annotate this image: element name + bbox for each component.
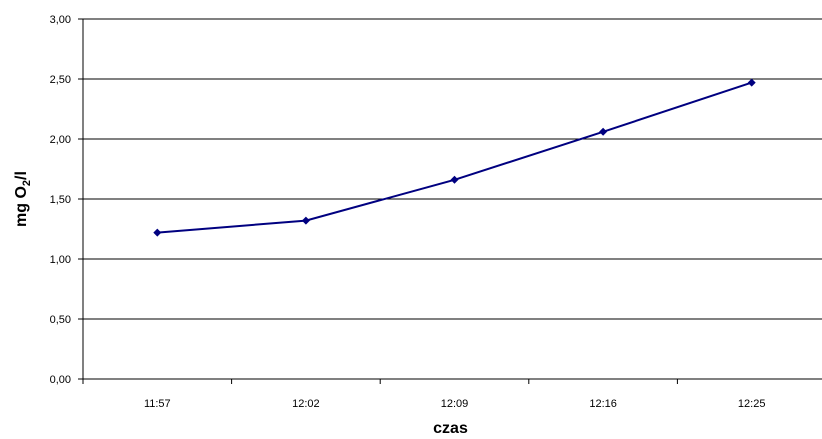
x-tick-label: 12:02 [292,398,320,410]
data-point-marker [599,127,608,136]
y-tick-label: 0,50 [50,314,71,326]
x-tick-label: 12:09 [441,398,469,410]
series-line [157,81,753,234]
y-tick-label: 0,00 [50,374,71,386]
y-tick-label: 2,00 [50,134,71,146]
data-point-marker [153,228,162,237]
y-tick-label: 3,00 [50,14,71,26]
series-layer [153,78,756,237]
data-point-marker [450,175,459,184]
x-tick-labels: 11:57 12:02 12:09 12:16 12:25 [144,398,766,410]
y-tick-label: 1,00 [50,254,71,266]
y-axis-title-subscript: 2 [21,180,33,186]
y-tick-labels: 0,00 0,50 1,00 1,50 2,00 2,50 3,00 [50,14,71,386]
data-point-marker [747,78,756,87]
y-axis-title-main: mg O [13,186,30,227]
x-tick-label: 12:25 [738,398,766,410]
y-tick-label: 2,50 [50,74,71,86]
y-axis-title-suffix: /l [13,171,30,180]
data-point-marker [301,216,310,225]
x-tick-label: 12:16 [589,398,617,410]
y-tick-label: 1,50 [50,194,71,206]
x-tick-label: 11:57 [144,398,171,410]
x-axis-title: czas [433,420,468,437]
axes [78,18,822,384]
gridlines [83,18,822,320]
y-axis-title: mg O2/l [13,171,33,227]
